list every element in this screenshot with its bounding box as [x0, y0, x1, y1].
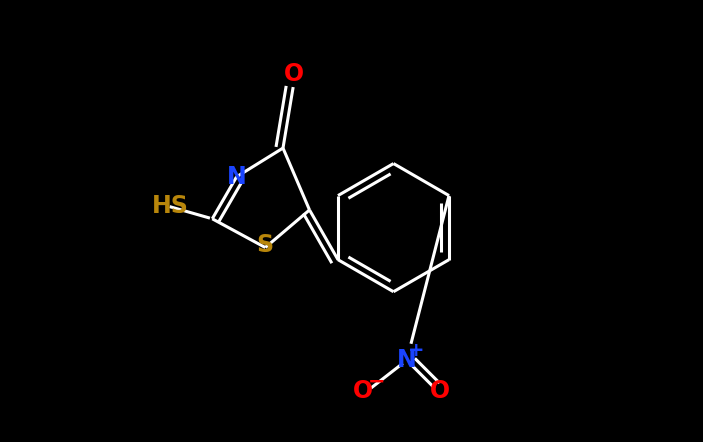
Text: O: O [354, 379, 373, 403]
Text: +: + [408, 341, 425, 360]
Text: N: N [226, 165, 247, 189]
Text: HS: HS [152, 194, 188, 217]
Text: S: S [257, 233, 274, 257]
Text: −: − [368, 371, 385, 392]
Text: O: O [430, 379, 450, 403]
Text: N: N [397, 348, 417, 372]
Text: O: O [284, 62, 304, 86]
